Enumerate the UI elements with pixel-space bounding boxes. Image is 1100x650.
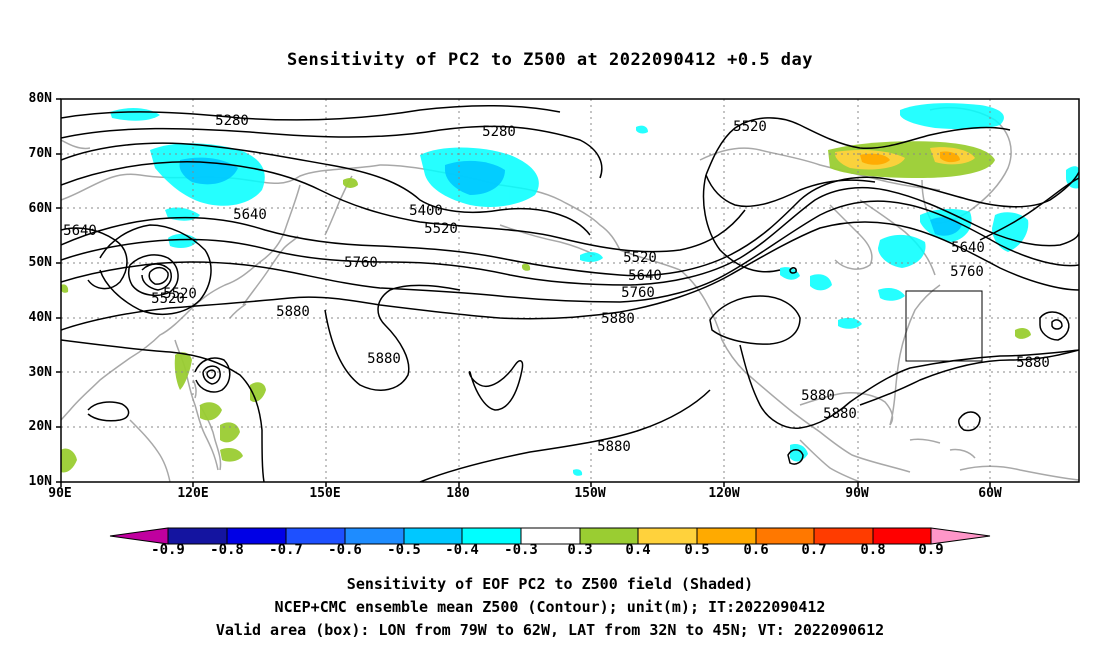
contour-label: 5520 (424, 221, 458, 237)
colorbar-label: -0.8 (210, 542, 244, 558)
lat-label-60n: 60N (28, 201, 52, 216)
colorbar-label: -0.9 (151, 542, 185, 558)
caption-contour: NCEP+CMC ensemble mean Z500 (Contour); u… (274, 598, 826, 616)
map-frame (60, 98, 1080, 483)
contour-label: 5880 (597, 439, 631, 455)
contour-label: 5760 (621, 285, 655, 301)
contour-label: 5520 (733, 119, 767, 135)
contour-label: 5760 (950, 264, 984, 280)
sensitivity-shading (61, 103, 1079, 476)
colorbar-label: 0.5 (684, 542, 710, 558)
z500-contours (61, 105, 1079, 482)
lat-label-50n: 50N (28, 255, 52, 270)
lon-label-90e: 90E (48, 486, 72, 501)
lon-label-150e: 150E (309, 486, 341, 501)
contour-label: 5640 (951, 240, 985, 256)
colorbar-label: -0.6 (328, 542, 362, 558)
colorbar-label: 0.3 (567, 542, 593, 558)
colorbar-label: -0.3 (504, 542, 538, 558)
contour-label: 5640 (233, 207, 267, 223)
lat-label-80n: 80N (28, 91, 52, 106)
lat-label-10n: 10N (28, 474, 52, 489)
lat-label-40n: 40N (28, 310, 52, 325)
colorbar-label: 0.9 (918, 542, 944, 558)
contour-label: 5880 (823, 406, 857, 422)
contour-label: 5640 (628, 268, 662, 284)
colorbar-label: 0.6 (743, 542, 769, 558)
colorbar-label: 0.4 (625, 542, 651, 558)
lat-label-70n: 70N (28, 146, 52, 161)
lon-label-60w: 60W (978, 486, 1002, 501)
colorbar-label: 0.7 (801, 542, 827, 558)
colorbar-upper-triangle (930, 527, 991, 545)
contour-label: 5880 (601, 311, 635, 327)
caption-shading: Sensitivity of EOF PC2 to Z500 field (Sh… (346, 575, 754, 593)
contour-label: 5280 (215, 113, 249, 129)
colorbar-label: -0.5 (387, 542, 421, 558)
lon-label-150w: 150W (574, 486, 606, 501)
colorbar-label: 0.8 (860, 542, 886, 558)
contour-label: 5880 (276, 304, 310, 320)
valid-area-box (905, 290, 983, 362)
lat-label-30n: 30N (28, 365, 52, 380)
contour-label: 5880 (1016, 355, 1050, 371)
colorbar-label: -0.4 (445, 542, 479, 558)
contour-label: 5640 (63, 223, 97, 239)
contour-label: 5880 (801, 388, 835, 404)
caption-valid-area: Valid area (box): LON from 79W to 62W, L… (215, 621, 885, 639)
lon-label-90w: 90W (845, 486, 869, 501)
contour-label: 5520 (163, 286, 197, 302)
contour-label: 5760 (344, 255, 378, 271)
contour-label: 5520 (623, 250, 657, 266)
lon-label-120e: 120E (177, 486, 209, 501)
lon-label-180: 180 (446, 486, 470, 501)
lon-label-120w: 120W (708, 486, 740, 501)
colorbar-label: -0.7 (269, 542, 303, 558)
contour-label: 5280 (482, 124, 516, 140)
contour-label: 5400 (409, 203, 443, 219)
map-title: Sensitivity of PC2 to Z500 at 2022090412… (286, 50, 813, 70)
lat-label-20n: 20N (28, 419, 52, 434)
contour-label: 5520 (151, 291, 185, 307)
colorbar (109, 527, 991, 545)
axis-ticks (56, 98, 991, 487)
contour-label: 5880 (367, 351, 401, 367)
